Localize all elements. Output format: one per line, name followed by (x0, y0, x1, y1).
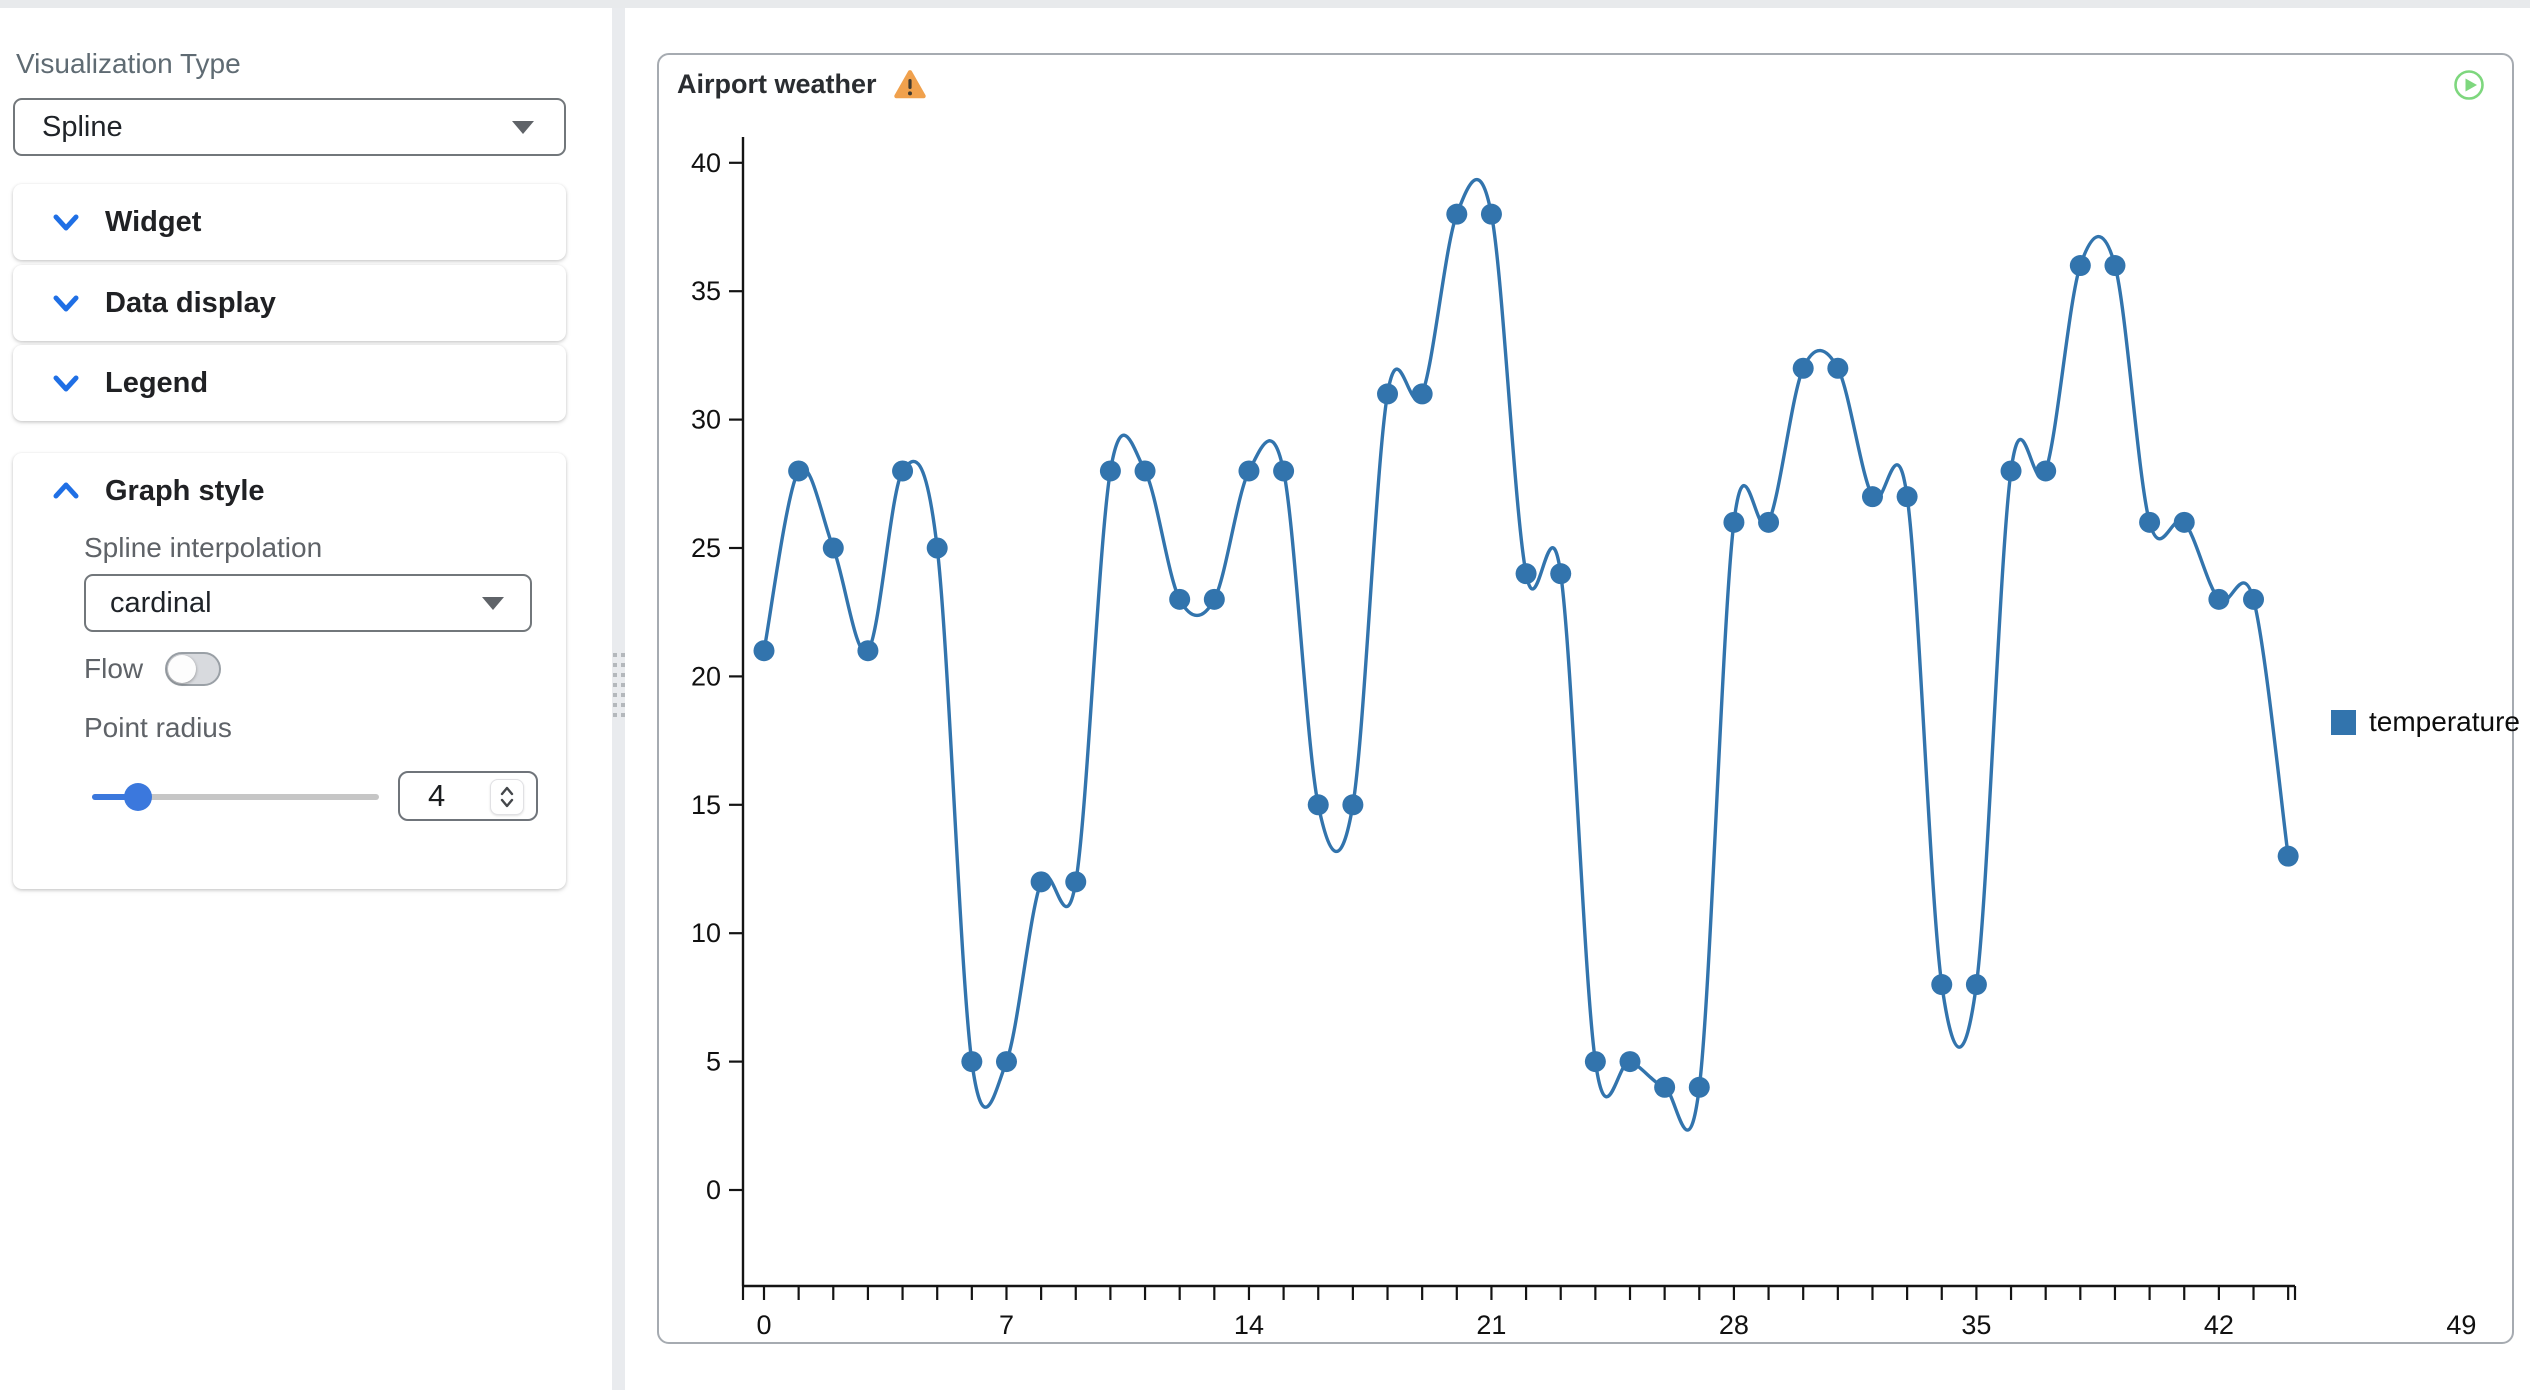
section-card-data-display: Data display (13, 265, 566, 341)
legend-swatch (2331, 709, 2356, 735)
section-card-graph-style: Graph style (13, 453, 566, 889)
flow-label: Flow (84, 653, 144, 684)
visualization-type-select[interactable]: Spline (13, 98, 566, 156)
chevron-down-icon (512, 120, 534, 134)
section-title: Data display (105, 286, 276, 319)
svg-text:28: 28 (1719, 1310, 1749, 1340)
slider-fill (92, 794, 138, 800)
visualization-type-value: Spline (42, 110, 123, 143)
section-header-legend[interactable]: Legend (13, 345, 566, 421)
chart-panel: 0 5 10 15 20 25 30 35 40 0 7 14 21 28 35 42 49 Airport w… (657, 53, 2520, 1344)
legend-item-temperature[interactable]: temperature (2331, 706, 2520, 738)
svg-text:25: 25 (691, 533, 721, 563)
svg-text:5: 5 (706, 1047, 721, 1077)
window-top-edge (0, 0, 2530, 8)
svg-text:42: 42 (2204, 1310, 2234, 1340)
play-button[interactable] (2453, 69, 2485, 101)
section-header-widget[interactable]: Widget (13, 184, 566, 260)
flow-row: Flow (84, 652, 222, 686)
divider-drag-handle[interactable] (613, 653, 625, 723)
chevron-down-icon (482, 596, 504, 610)
settings-sidebar: Visualization Type Spline Widget Data di… (0, 8, 612, 1390)
section-card-widget: Widget (13, 184, 566, 260)
panel-title: Airport weather (677, 69, 877, 99)
spline-chart[interactable]: 0 5 10 15 20 25 30 35 40 0 7 14 21 28 35 42 49 (659, 55, 2512, 1342)
svg-text:7: 7 (999, 1310, 1014, 1340)
point-radius-input[interactable]: 4 (398, 771, 538, 821)
point-radius-slider[interactable] (92, 783, 379, 811)
svg-text:15: 15 (691, 790, 721, 820)
chevron-down-icon (53, 375, 79, 392)
point-radius-value: 4 (428, 778, 446, 813)
svg-text:21: 21 (1476, 1310, 1506, 1340)
slider-thumb[interactable] (124, 783, 152, 811)
stepper-buttons[interactable] (490, 779, 524, 815)
legend-label: temperature (2369, 706, 2520, 737)
section-title: Legend (105, 366, 209, 399)
warning-icon[interactable] (893, 69, 927, 100)
stepper-down-icon[interactable] (499, 797, 515, 809)
chevron-down-icon (53, 295, 79, 312)
spline-interpolation-value: cardinal (110, 586, 212, 619)
section-title: Widget (105, 205, 202, 238)
main-area: 0 5 10 15 20 25 30 35 40 0 7 14 21 28 35 42 49 Airport w… (625, 8, 2530, 1390)
svg-text:35: 35 (1961, 1310, 1991, 1340)
svg-text:20: 20 (691, 661, 721, 691)
svg-text:14: 14 (1234, 1310, 1264, 1340)
point-radius-label: Point radius (84, 712, 232, 743)
svg-text:30: 30 (691, 405, 721, 435)
flow-toggle[interactable] (165, 652, 222, 686)
section-header-graph-style[interactable]: Graph style (13, 453, 566, 529)
svg-text:40: 40 (691, 148, 721, 178)
chevron-up-icon (53, 482, 79, 499)
panel-title-row: Airport weather (677, 69, 927, 100)
toggle-knob (168, 655, 197, 683)
section-header-data-display[interactable]: Data display (13, 265, 566, 341)
svg-text:10: 10 (691, 918, 721, 948)
section-title: Graph style (105, 474, 265, 507)
section-card-legend: Legend (13, 345, 566, 421)
chevron-down-icon (53, 214, 79, 231)
svg-text:35: 35 (691, 276, 721, 306)
svg-text:0: 0 (756, 1310, 771, 1340)
svg-text:49: 49 (2446, 1310, 2476, 1340)
svg-text:0: 0 (706, 1175, 721, 1205)
spline-interpolation-label: Spline interpolation (84, 532, 323, 563)
sidebar-resize-divider[interactable] (612, 8, 625, 1390)
spline-interpolation-select[interactable]: cardinal (84, 574, 532, 632)
stepper-up-icon[interactable] (499, 785, 515, 797)
visualization-type-label: Visualization Type (16, 48, 241, 79)
